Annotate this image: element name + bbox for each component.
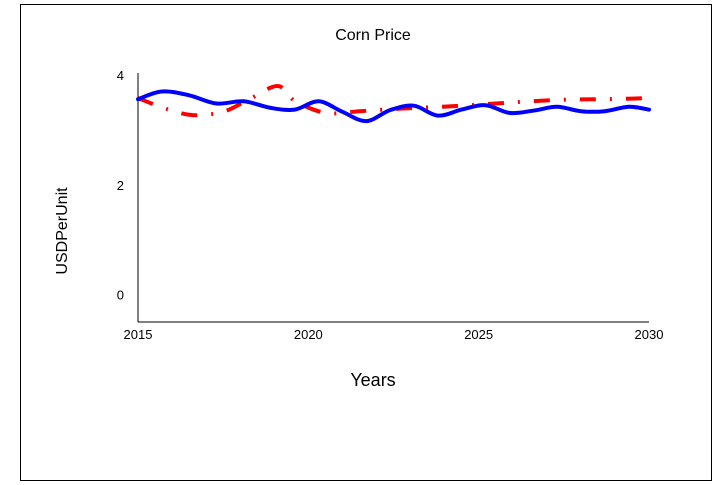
x-tick-label: 2015 bbox=[124, 327, 153, 342]
x-tick-label: 2030 bbox=[635, 327, 664, 342]
y-tick-label: 2 bbox=[117, 178, 124, 193]
chart-frame: Corn Price 2015 2020 2025 2030 0 2 4 Years USD… bbox=[20, 4, 712, 481]
x-tick-label: 2025 bbox=[464, 327, 493, 342]
y-tick-label: 0 bbox=[117, 288, 124, 303]
line-chart: Corn Price 2015 2020 2025 2030 0 2 4 Years USD… bbox=[54, 27, 664, 390]
chart-title: Corn Price bbox=[335, 27, 411, 44]
x-axis-label: Years bbox=[350, 370, 395, 390]
x-tick-label: 2020 bbox=[294, 327, 323, 342]
axes bbox=[137, 73, 649, 323]
y-tick-label: 4 bbox=[117, 68, 124, 83]
series-line-blue bbox=[136, 89, 651, 124]
series-group bbox=[136, 84, 651, 124]
y-axis-label: USDPerUnit bbox=[54, 187, 71, 275]
tick-labels: 2015 2020 2025 2030 0 2 4 bbox=[117, 68, 664, 342]
